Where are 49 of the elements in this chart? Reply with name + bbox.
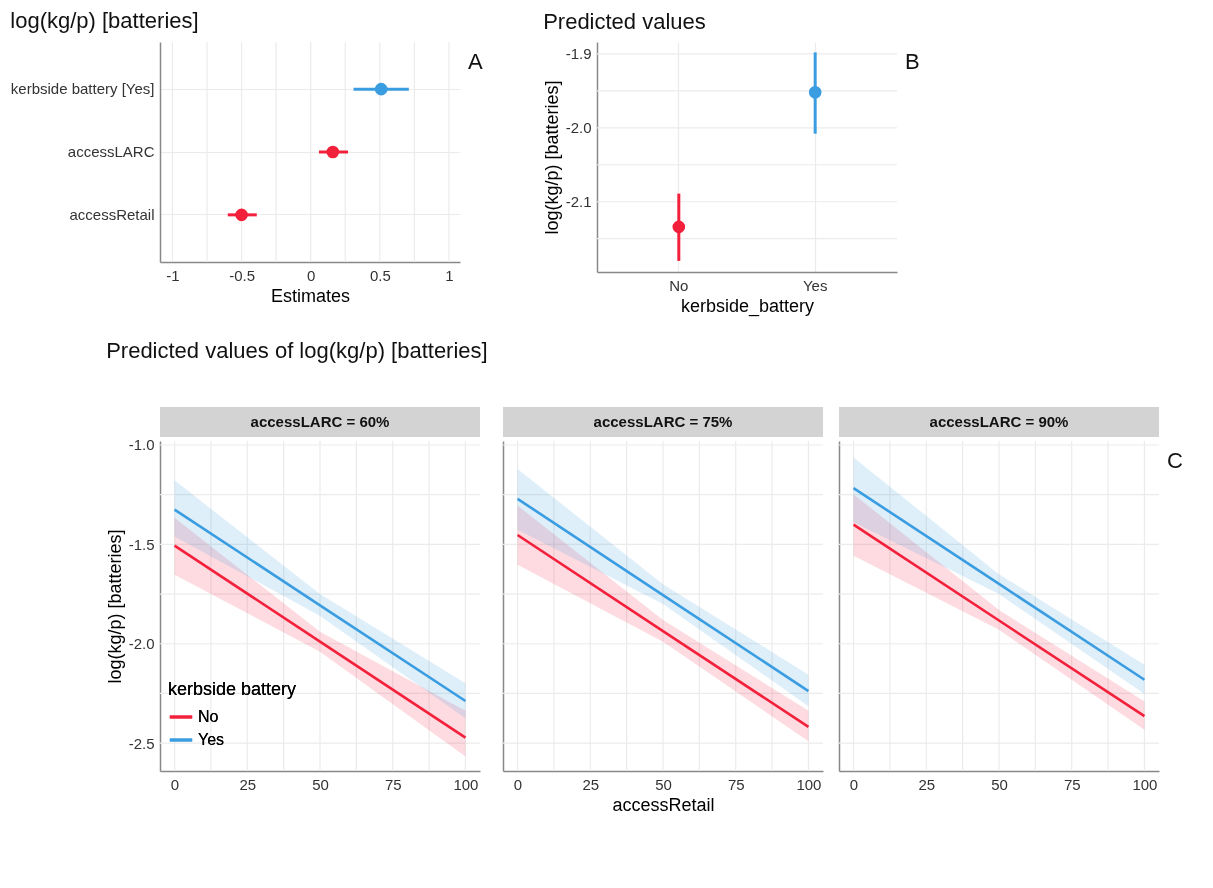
x-axis-title: Estimates <box>270 285 351 306</box>
y-tick-label: -2.0 <box>128 635 155 653</box>
x-tick-label: 75 <box>1063 775 1081 793</box>
x-tick-label: 0 <box>307 266 316 284</box>
x-tick-label: Yes <box>802 276 828 294</box>
x-tick-label: -1 <box>166 266 180 284</box>
chart-subtitle: accessLARC = 60% <box>250 413 390 430</box>
x-tick-label: 75 <box>384 775 402 793</box>
x-tick-label: 0 <box>513 775 523 793</box>
chart-subtitle: accessLARC = 90% <box>929 413 1069 430</box>
x-tick-label: 25 <box>239 775 257 793</box>
x-tick-label: No <box>669 276 689 294</box>
y-tick-label: -2.0 <box>565 119 592 137</box>
chart-title: Predicted values of log(kg/p) [batteries] <box>106 338 488 363</box>
x-axis-title: kerbside_battery <box>680 295 815 317</box>
text: A <box>468 49 483 74</box>
x-tick-label: 25 <box>582 775 600 793</box>
x-tick-label: 100 <box>796 775 822 793</box>
legend-label: No <box>198 708 219 725</box>
legend-title: kerbside battery <box>168 679 297 699</box>
x-tick-label: 100 <box>1132 775 1158 793</box>
y-tick-label: -1.0 <box>128 436 155 454</box>
y-tick-label: kerbside battery [Yes] <box>10 80 155 98</box>
x-tick-label: 50 <box>655 775 672 793</box>
y-tick-label: -1.5 <box>128 535 155 553</box>
text: B <box>905 49 920 74</box>
legend-label: Yes <box>198 731 225 748</box>
y-tick-label: accessLARC <box>67 143 155 160</box>
y-tick-label: -2.1 <box>565 193 592 211</box>
text: C <box>1167 448 1183 473</box>
x-tick-label: 0.5 <box>369 266 391 284</box>
y-tick-label: -2.5 <box>128 734 155 752</box>
x-tick-label: -0.5 <box>229 266 255 284</box>
y-tick-label: accessRetail <box>69 205 155 223</box>
chart-subtitle: accessLARC = 75% <box>593 413 733 430</box>
chart-title: log(kg/p) [batteries] <box>10 8 199 34</box>
x-tick-label: 0 <box>849 775 859 793</box>
x-tick-label: 100 <box>453 775 479 793</box>
y-tick-label: -1.9 <box>565 45 592 63</box>
x-tick-label: 50 <box>312 775 329 793</box>
x-tick-label: 75 <box>727 775 745 793</box>
x-axis-title: accessRetail <box>612 794 715 815</box>
chart-title: Predicted values <box>543 9 706 34</box>
y-axis-title: log(kg/p) [batteries] <box>541 80 562 235</box>
x-tick-label: 25 <box>918 775 936 793</box>
y-axis-title: log(kg/p) [batteries] <box>104 529 125 684</box>
x-tick-label: 1 <box>445 266 454 284</box>
x-tick-label: 50 <box>991 775 1008 793</box>
x-tick-label: 0 <box>170 775 180 793</box>
